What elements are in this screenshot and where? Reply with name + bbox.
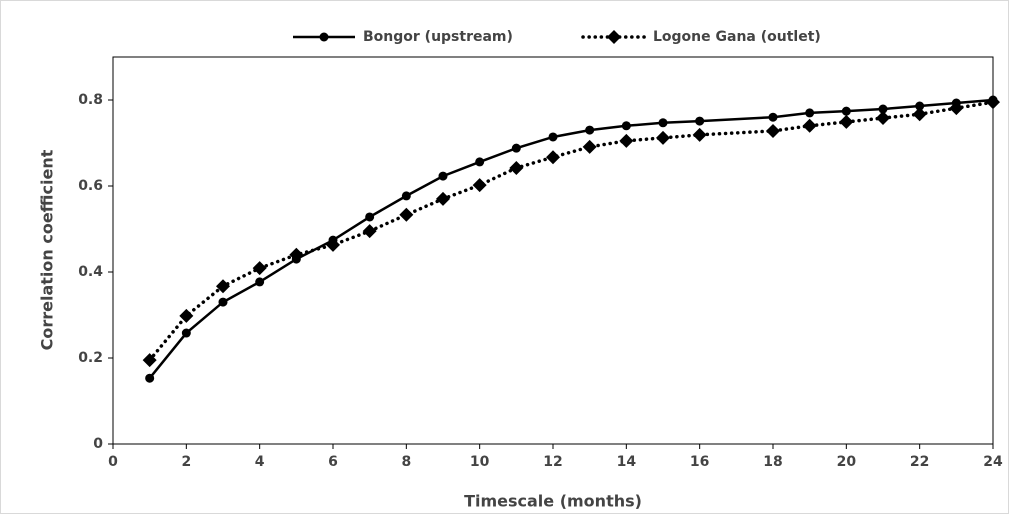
data-point: [839, 114, 854, 129]
data-point: [289, 247, 304, 262]
data-point: [692, 127, 707, 142]
data-point: [766, 123, 780, 138]
data-point: [585, 125, 595, 135]
data-point: [142, 353, 157, 368]
data-point: [695, 116, 705, 126]
data-point: [475, 157, 485, 167]
x-tick-label: 12: [543, 454, 562, 470]
data-point: [582, 139, 597, 154]
y-axis-title: Correlation coefficient: [38, 149, 57, 350]
data-point: [365, 212, 375, 222]
data-point: [802, 118, 817, 133]
data-point: [658, 118, 668, 128]
data-point: [472, 178, 487, 193]
data-point: [876, 111, 890, 126]
data-point: [511, 143, 521, 153]
x-tick-label: 20: [837, 454, 857, 470]
data-point: [656, 130, 670, 145]
data-point: [436, 191, 450, 206]
data-point: [915, 101, 925, 111]
y-tick-label: 0.2: [78, 350, 103, 366]
series-line: [147, 100, 995, 362]
data-point: [878, 104, 888, 114]
legend-marker: [607, 30, 621, 44]
data-point: [546, 150, 560, 165]
data-point: [949, 101, 964, 116]
data-point: [438, 171, 448, 181]
x-tick-label: 0: [108, 454, 118, 470]
x-tick-label: 2: [181, 454, 191, 470]
x-tick-label: 16: [690, 454, 709, 470]
data-point: [216, 279, 230, 294]
x-tick-label: 8: [401, 454, 411, 470]
x-tick-label: 10: [470, 454, 490, 470]
data-point: [509, 160, 524, 175]
data-point: [179, 308, 194, 323]
data-point: [181, 328, 191, 338]
data-point: [548, 132, 558, 142]
data-point: [218, 297, 228, 307]
y-tick-label: 0.6: [78, 178, 103, 194]
data-point: [805, 108, 815, 118]
legend-label: Bongor (upstream): [363, 29, 513, 45]
data-point: [145, 373, 155, 383]
data-point: [252, 261, 267, 276]
legend-label: Logone Gana (outlet): [653, 29, 821, 45]
y-tick-label: 0.4: [78, 264, 103, 280]
x-tick-label: 18: [763, 454, 782, 470]
y-tick-label: 0: [93, 436, 103, 452]
data-point: [619, 133, 634, 148]
x-tick-label: 6: [328, 454, 338, 470]
x-tick-label: 24: [983, 454, 1003, 470]
data-point: [986, 95, 1000, 110]
data-point: [621, 121, 631, 131]
data-point: [255, 277, 265, 287]
x-axis-title: Timescale (months): [464, 492, 642, 511]
y-tick-label: 0.8: [78, 92, 103, 108]
data-point: [912, 107, 927, 122]
data-point: [399, 207, 414, 222]
legend-marker: [319, 32, 329, 42]
data-point: [326, 237, 340, 252]
data-point: [768, 112, 778, 122]
x-tick-label: 14: [617, 454, 637, 470]
data-point: [401, 191, 411, 201]
x-tick-label: 22: [910, 454, 929, 470]
data-point: [362, 224, 377, 239]
data-point: [841, 106, 851, 116]
x-tick-label: 4: [255, 454, 265, 470]
